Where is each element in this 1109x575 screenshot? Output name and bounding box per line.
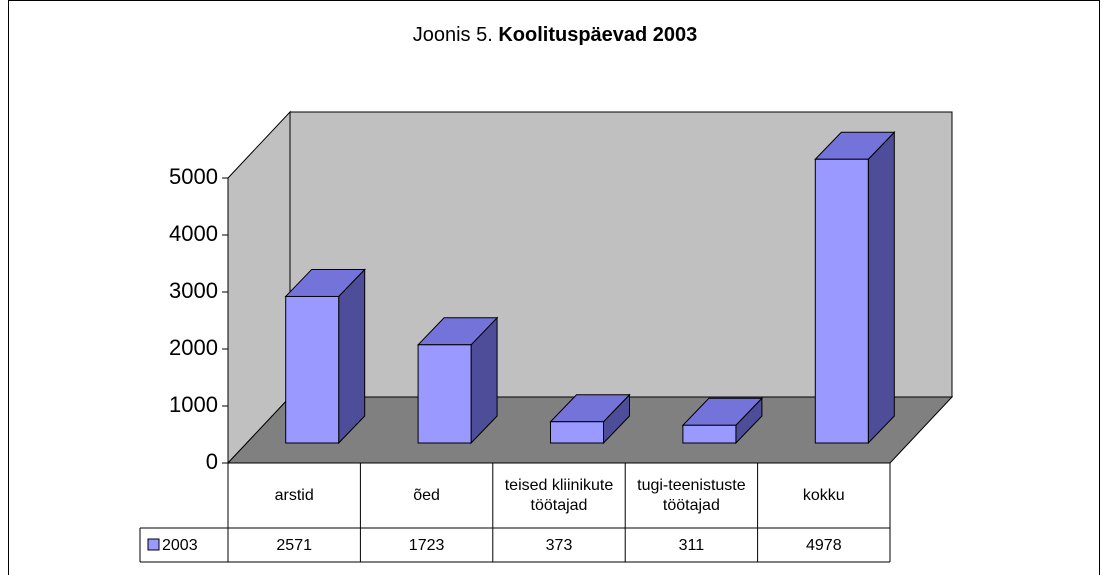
bar [284,268,366,445]
y-tick-label: 5000 [169,164,218,189]
category-cell: arstid [274,486,314,504]
x-tick-label: tugi-teenistuste töötajad [637,476,746,514]
bar [681,397,764,445]
value-cell: 2571 [276,537,312,554]
value-cell: 1723 [409,537,445,554]
category-cell: õed [413,486,440,504]
y-tick-label: 3000 [169,278,218,303]
x-tick-label: õed [413,486,440,504]
bar-side [867,131,895,445]
y-tick-label: 0 [206,449,218,474]
bar [549,393,631,445]
bar [814,131,896,445]
category-cell: tugi-teenistuste töötajad [637,476,746,514]
legend-key [147,538,160,551]
bar [416,316,499,445]
bar-front [417,344,472,444]
y-tick-label: 4000 [169,221,218,246]
bar-front [550,421,604,444]
legend-label: 2003 [162,537,198,554]
value-cell: 4978 [806,537,842,554]
x-tick-label: kokku [802,486,845,504]
bar-front [285,295,340,444]
bar-front [814,158,869,444]
category-cell: kokku [802,486,845,504]
y-tick-label: 1000 [169,392,218,417]
chart-title: Joonis 5. Koolituspäevad 2003 [413,24,698,46]
x-tick-label: arstid [274,486,314,504]
value-cell: 311 [679,537,705,554]
y-tick-label: 2000 [169,335,218,360]
category-cell: teised kliinikute töötajad [504,476,614,514]
bar-side [338,268,366,445]
bar-front [682,424,737,444]
title-main: Koolituspäevad 2003 [498,24,697,46]
value-cell: 373 [546,537,573,554]
title-prefix: Joonis 5. [413,24,493,46]
x-tick-label: teised kliinikute töötajad [504,476,614,514]
